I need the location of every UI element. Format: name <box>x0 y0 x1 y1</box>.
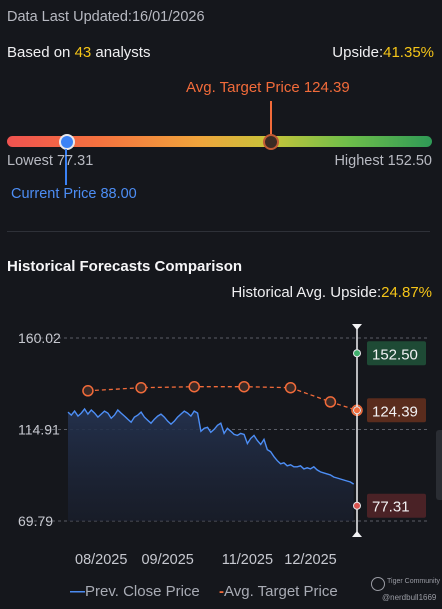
target-point <box>82 385 94 397</box>
watermark-community: Tiger Community <box>387 578 441 585</box>
target-label-text: 124.39 <box>372 403 418 420</box>
y-tick-label: 160.02 <box>18 330 61 346</box>
price-line <box>67 407 355 485</box>
side-scroll-tab[interactable] <box>436 430 442 500</box>
legend-avg-target-label: Avg. Target Price <box>224 583 338 600</box>
x-tick-label: 11/2025 <box>222 552 273 568</box>
cursor-top-arrow <box>352 324 362 330</box>
low-marker-dot <box>353 501 361 510</box>
historical-upside-value: 24.87% <box>381 284 432 301</box>
highest-label: Highest 152.50 <box>334 153 432 169</box>
section-divider <box>7 231 430 232</box>
x-tick-label: 08/2025 <box>75 552 127 568</box>
updated-date: 16/01/2026 <box>131 9 205 25</box>
high-marker-dot <box>353 349 361 358</box>
tiger-logo-icon <box>371 577 385 591</box>
based-suffix: analysts <box>91 44 151 61</box>
avg-target-connector <box>270 101 272 135</box>
target-point <box>188 380 200 393</box>
current-price-connector <box>65 149 67 185</box>
price-area <box>68 409 354 521</box>
legend-line-icon: — <box>70 583 85 600</box>
historical-forecast-chart[interactable]: 160.02 114.91 69.79 152.50 124.39 77.31 08/202… <box>0 318 442 576</box>
historical-upside-prefix: Historical Avg. Upside: <box>231 284 382 301</box>
y-tick-label: 69.79 <box>18 513 53 529</box>
based-prefix: Based on <box>7 44 75 61</box>
analysts-count: 43 <box>74 44 92 61</box>
target-marker-dot <box>353 406 361 415</box>
y-tick-label: 114.91 <box>18 421 60 437</box>
historical-title: Historical Forecasts Comparison <box>7 258 243 275</box>
high-label-box <box>367 341 426 366</box>
analysts-count-text: Based on 43 analysts <box>7 44 150 61</box>
updated-prefix: Data Last Updated: <box>7 9 132 25</box>
upside-prefix: Upside: <box>332 44 384 61</box>
low-label-box <box>367 493 426 518</box>
legend-prev-close[interactable]: —Prev. Close Price <box>70 583 200 600</box>
x-tick-label: 09/2025 <box>141 552 193 568</box>
watermark-handle: @nerdbull1669 <box>382 593 437 602</box>
legend-prev-close-label: Prev. Close Price <box>85 583 200 600</box>
current-price-dot <box>59 134 75 150</box>
target-point <box>238 380 250 393</box>
cursor-bottom-arrow <box>352 531 362 537</box>
target-point <box>135 381 147 394</box>
x-tick-label: 12/2025 <box>284 552 336 568</box>
legend-dash-icon: - <box>219 583 224 600</box>
data-updated-text: Data Last Updated:16/01/2026 <box>7 9 205 25</box>
avg-target-dot <box>263 134 279 150</box>
target-point <box>284 381 297 394</box>
upside-value: 41.35% <box>383 44 434 61</box>
upside-text: Upside:41.35% <box>332 44 434 61</box>
current-price-label: Current Price 88.00 <box>11 186 137 202</box>
low-label-text: 77.31 <box>372 499 410 516</box>
avg-target-label: Avg. Target Price 124.39 <box>186 79 350 96</box>
target-label-box <box>367 398 426 423</box>
legend-avg-target[interactable]: -Avg. Target Price <box>219 583 338 600</box>
high-label-text: 152.50 <box>372 346 418 363</box>
price-range-bar <box>7 136 432 147</box>
historical-upside-text: Historical Avg. Upside:24.87% <box>231 284 432 301</box>
lowest-label: Lowest 77.31 <box>7 153 94 169</box>
target-line <box>87 386 358 411</box>
target-point <box>324 396 337 408</box>
